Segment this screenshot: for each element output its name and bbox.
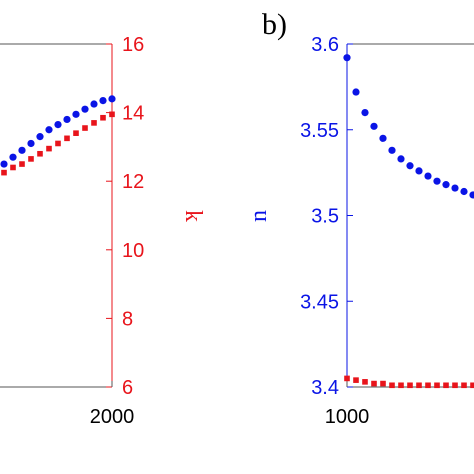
panel-b-label: b): [262, 8, 287, 41]
panel-b-x-tick-label: 1000: [325, 406, 370, 428]
panel-a-series-0-point: [54, 121, 62, 129]
panel-b-y-tick-label: 3.6: [311, 34, 339, 56]
panel-a-series-0-point: [63, 115, 71, 124]
panel-a-series-0-point: [108, 95, 116, 103]
panel-a-series-0-point: [99, 96, 107, 105]
panel-a-series-0-point: [9, 153, 17, 161]
panel-b-x-ticks: 1000: [325, 381, 370, 428]
panel-b-series-0-point: [370, 122, 378, 130]
panel-a-x-ticks: 2000: [90, 381, 135, 428]
panel-a-series-1-point: [46, 145, 52, 152]
panel-a-y-tick-label: 16: [122, 34, 144, 56]
panel-b-series-1-point: [443, 382, 449, 389]
panel-a-data-marks: [0, 95, 116, 176]
panel-b-y-tick-label: 3.55: [300, 120, 339, 142]
panel-b-series-1-point: [380, 380, 386, 387]
panel-a-series-0-point: [72, 110, 80, 118]
panel-a-y-tick-label: 10: [122, 240, 144, 262]
panel-b-series-0-point: [361, 109, 369, 117]
panel-a-series-0-point: [36, 133, 44, 141]
panel-a-series-1-point: [28, 156, 34, 162]
panel-b-series-1-point: [452, 382, 458, 389]
panel-b-series-1-point: [389, 382, 395, 389]
panel-a-right-axis-label: k: [180, 210, 206, 222]
panel-a-series-1-point: [19, 161, 25, 167]
panel-a-series-0-point: [45, 126, 53, 134]
panel-b-series-0-point: [343, 54, 351, 62]
panel-b-y-tick-label: 3.45: [300, 291, 339, 313]
panel-a-series-1-point: [73, 130, 79, 136]
panel-b-series-0-point: [406, 162, 414, 170]
panel-a-x-tick-label: 2000: [90, 406, 135, 428]
panel-b-series-1-point: [371, 380, 377, 387]
panel-b: b) 3.4 3.45 3.5 3.55 3.6 1000 n: [246, 8, 474, 428]
panel-a: 6 8 10 12 14 16 2000 k: [0, 34, 206, 428]
panel-a-series-0-point: [0, 160, 8, 168]
panel-a-series-0-point: [90, 100, 98, 108]
panel-a-series-0-point: [27, 139, 35, 148]
panel-a-series-1-point: [10, 164, 16, 171]
panel-a-y-tick-label: 14: [122, 103, 144, 125]
panel-b-series-1-point: [470, 382, 474, 389]
panel-a-series-1-point: [100, 114, 106, 121]
panel-b-series-1-point: [362, 379, 368, 385]
panel-b-y-tick-label: 3.4: [311, 377, 339, 399]
panel-a-y-tick-label: 6: [122, 377, 133, 399]
panel-b-series-0-point: [352, 88, 360, 96]
panel-a-series-1-point: [55, 140, 61, 147]
panel-a-series-1-point: [64, 135, 70, 142]
panel-b-series-0-point: [379, 134, 387, 142]
panel-a-y-tick-label: 8: [122, 308, 133, 330]
panel-b-left-axis-label: n: [246, 210, 272, 222]
panel-b-data-marks: [343, 54, 474, 389]
panel-b-series-1-point: [344, 375, 350, 382]
panel-a-right-ticks: 6 8 10 12 14 16: [106, 34, 144, 399]
panel-a-series-1-point: [109, 111, 115, 118]
panel-b-series-0-point: [388, 146, 396, 154]
panel-b-series-0-point: [469, 191, 474, 199]
panel-b-series-1-point: [398, 382, 404, 389]
panel-b-series-0-point: [460, 187, 468, 196]
panel-b-series-0-point: [397, 155, 405, 163]
panel-a-series-1-point: [37, 150, 43, 157]
panel-b-series-0-point: [415, 167, 423, 175]
panel-b-series-1-point: [416, 382, 422, 389]
panel-b-series-0-point: [451, 184, 459, 192]
panel-a-series-1-point: [1, 169, 7, 176]
panel-b-left-ticks: 3.4 3.45 3.5 3.55 3.6: [300, 34, 353, 399]
panel-b-series-1-point: [407, 382, 413, 389]
panel-a-series-0-point: [18, 146, 26, 154]
panel-b-series-0-point: [442, 181, 450, 189]
panel-b-series-1-point: [353, 377, 359, 383]
panel-a-series-1-point: [91, 120, 97, 126]
panel-b-series-0-point: [424, 172, 432, 180]
panel-b-series-1-point: [434, 382, 440, 389]
panel-a-series-1-point: [82, 125, 88, 131]
panel-b-y-tick-label: 3.5: [311, 206, 339, 228]
panel-b-series-0-point: [433, 177, 441, 185]
panel-a-y-tick-label: 12: [122, 171, 144, 193]
panel-b-series-1-point: [425, 382, 431, 389]
panel-b-series-1-point: [461, 382, 467, 389]
panel-a-series-0-point: [81, 105, 89, 113]
